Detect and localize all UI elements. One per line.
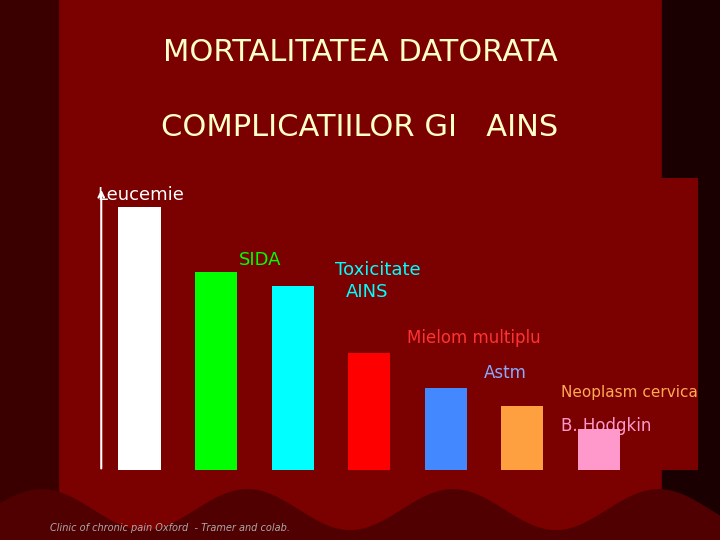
Text: AINS: AINS <box>346 282 389 301</box>
Text: COMPLICATIILOR GI   AINS: COMPLICATIILOR GI AINS <box>161 113 559 143</box>
Text: Astm: Astm <box>484 364 527 382</box>
Bar <box>578 429 620 470</box>
Bar <box>662 0 720 540</box>
Text: Neoplasm cervica: Neoplasm cervica <box>561 385 698 400</box>
Text: B. Hodgkin: B. Hodgkin <box>561 417 651 435</box>
Text: SIDA: SIDA <box>239 251 282 268</box>
Bar <box>348 353 390 470</box>
Text: Mielom multiplu: Mielom multiplu <box>408 329 541 347</box>
Bar <box>501 406 544 470</box>
Bar <box>0 0 58 540</box>
Text: Clinic of chronic pain Oxford  - Tramer and colab.: Clinic of chronic pain Oxford - Tramer a… <box>50 523 290 533</box>
Text: MORTALITATEA DATORATA: MORTALITATEA DATORATA <box>163 38 557 67</box>
Bar <box>195 272 237 470</box>
Text: Toxicitate: Toxicitate <box>335 261 420 279</box>
Bar <box>271 286 314 470</box>
Bar <box>119 207 161 470</box>
Bar <box>425 388 467 470</box>
Text: Leucemie: Leucemie <box>97 186 184 205</box>
